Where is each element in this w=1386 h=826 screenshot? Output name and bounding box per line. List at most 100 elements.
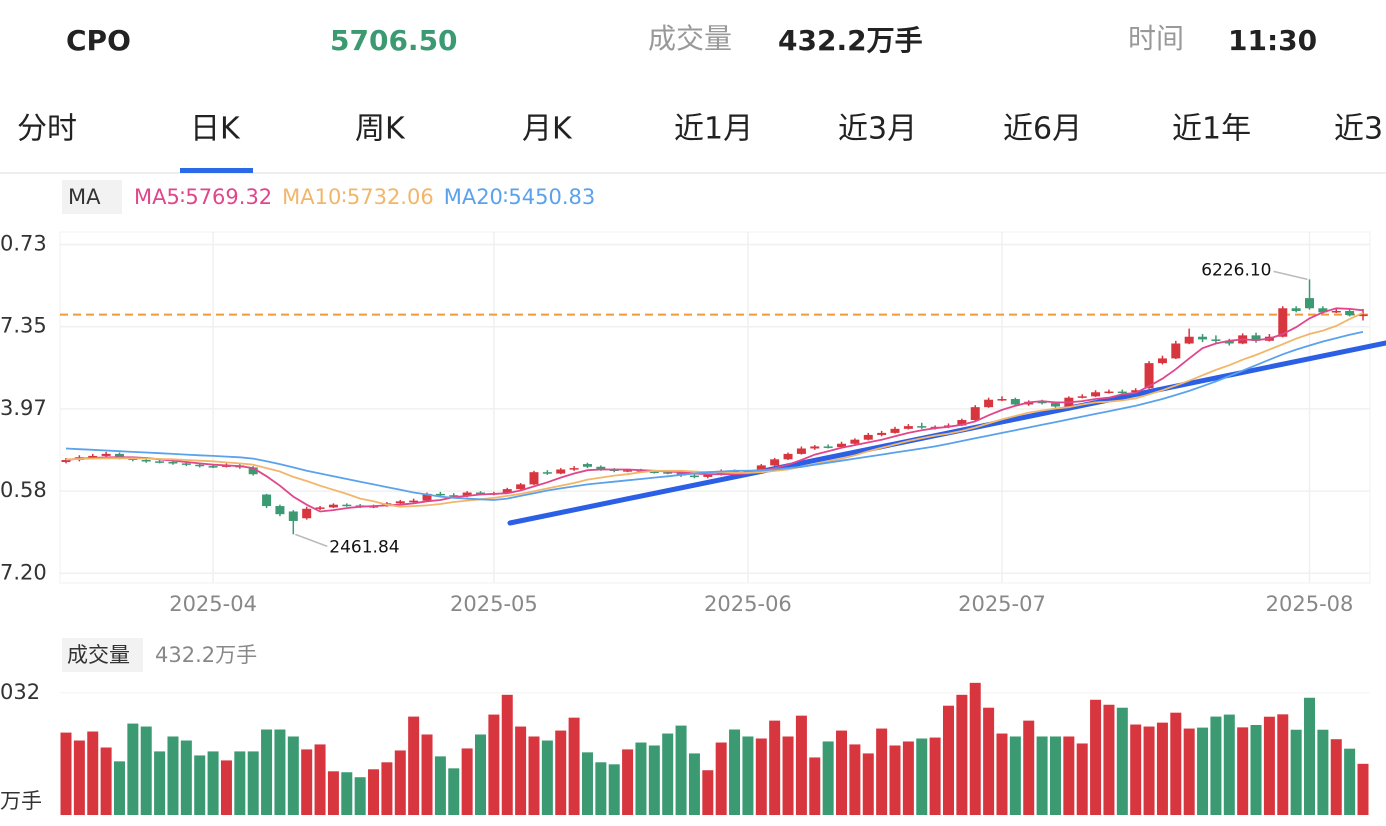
volume-bar (207, 751, 219, 815)
candle-body (288, 511, 298, 521)
volume-bar (836, 730, 848, 815)
tab[interactable]: 周K (355, 112, 406, 147)
volume-bar (381, 762, 393, 815)
candle-body (1131, 390, 1141, 393)
volume-bar (1023, 720, 1035, 815)
candle-body (1224, 340, 1234, 344)
volume-bar (1290, 729, 1302, 815)
volume-bar (1250, 725, 1262, 815)
volume-bar (408, 716, 420, 815)
candle-body (810, 446, 820, 449)
y-tick-label: 7.35 (0, 314, 47, 338)
tab[interactable]: 日K (190, 112, 241, 147)
tab[interactable]: 近1年 (1172, 112, 1251, 147)
candle-body (1091, 392, 1101, 397)
candle-body (970, 407, 980, 421)
candle-body (275, 506, 285, 515)
volume-bar (274, 729, 286, 815)
time: 11:30 (1228, 24, 1317, 57)
tab[interactable]: 月K (522, 112, 573, 147)
volume-bar (822, 741, 834, 815)
volume-bar (167, 736, 179, 815)
volume-bar (541, 740, 553, 815)
candle-body (1171, 343, 1181, 359)
volume-bar (648, 745, 660, 815)
candle-body (917, 426, 927, 428)
volume-bar (929, 737, 941, 815)
candle-body (649, 471, 659, 474)
candle-body (1345, 310, 1355, 316)
volume-bar (1156, 722, 1168, 815)
volume-bar (1330, 739, 1342, 815)
candle-body (409, 500, 419, 503)
candle-body (877, 432, 887, 435)
candle-body (863, 434, 873, 440)
candle-body (542, 472, 552, 474)
candle-body (783, 453, 793, 460)
volume-bar (287, 736, 299, 815)
volume-bar (301, 749, 313, 815)
volume-bar (862, 753, 874, 815)
volume-bar (969, 682, 981, 815)
candle-body (796, 448, 806, 454)
volume-bar (127, 723, 139, 815)
candle-body (1050, 403, 1060, 407)
candle-body (1358, 314, 1368, 317)
candle-body (1117, 391, 1127, 394)
candle-body (1331, 310, 1341, 313)
volume-bar (608, 764, 620, 815)
tab[interactable]: 近3 (1334, 112, 1383, 147)
legend-sep: ∶ (341, 185, 346, 209)
x-tick-label: 2025-05 (450, 592, 538, 616)
volume-bar (635, 742, 647, 815)
min-label: 2461.84 (329, 537, 399, 557)
volume-bar (448, 768, 460, 815)
volume-bar (461, 748, 473, 815)
volume-bar (956, 694, 968, 815)
volume-bar (916, 738, 928, 815)
volume-bar (1130, 724, 1142, 815)
tab[interactable]: 分时 (17, 112, 77, 147)
volume-bar (555, 730, 567, 815)
volume-bar (1090, 699, 1102, 815)
candle-body (435, 493, 445, 496)
volume-bar (1197, 727, 1209, 815)
candle-body (837, 443, 847, 448)
volume-bar (394, 750, 406, 815)
volume-bar (154, 751, 166, 815)
candle-body (623, 470, 633, 472)
y-tick-label: 3.97 (0, 396, 47, 420)
tab[interactable]: 近6月 (1003, 112, 1082, 147)
legend-name: MA10 (282, 185, 341, 209)
candle-body (957, 420, 967, 426)
candle-body (582, 464, 592, 467)
volume-bar (421, 734, 433, 815)
candle-body (422, 493, 432, 501)
candle-body (88, 455, 98, 458)
max-leader (1273, 270, 1308, 281)
volume-bar (1170, 712, 1182, 815)
tab[interactable]: 近1月 (674, 112, 753, 147)
candle-body (168, 462, 178, 464)
legend-entry: MA10∶5732.06 (282, 185, 434, 209)
volume-bar (662, 733, 674, 815)
candle-body (1211, 339, 1221, 341)
candle-body (315, 507, 325, 509)
legend-sep: ∶ (180, 185, 185, 209)
volume-bar (261, 729, 273, 815)
volume-bar (1304, 697, 1316, 815)
volume-bar (1009, 736, 1021, 815)
volume-bar (501, 694, 513, 815)
volume-bar (675, 725, 687, 815)
tab[interactable]: 近3月 (838, 112, 917, 147)
candle-body (181, 463, 191, 465)
legend-value: 5769.32 (185, 185, 272, 209)
volume-bar (73, 740, 85, 815)
volume-bar (622, 749, 634, 815)
volume-bar (314, 744, 326, 815)
volume: 432.2万手 (778, 24, 923, 57)
volume-unit: 万手 (0, 789, 42, 813)
volume-bar (1063, 736, 1075, 815)
volume-bar (1076, 743, 1088, 815)
